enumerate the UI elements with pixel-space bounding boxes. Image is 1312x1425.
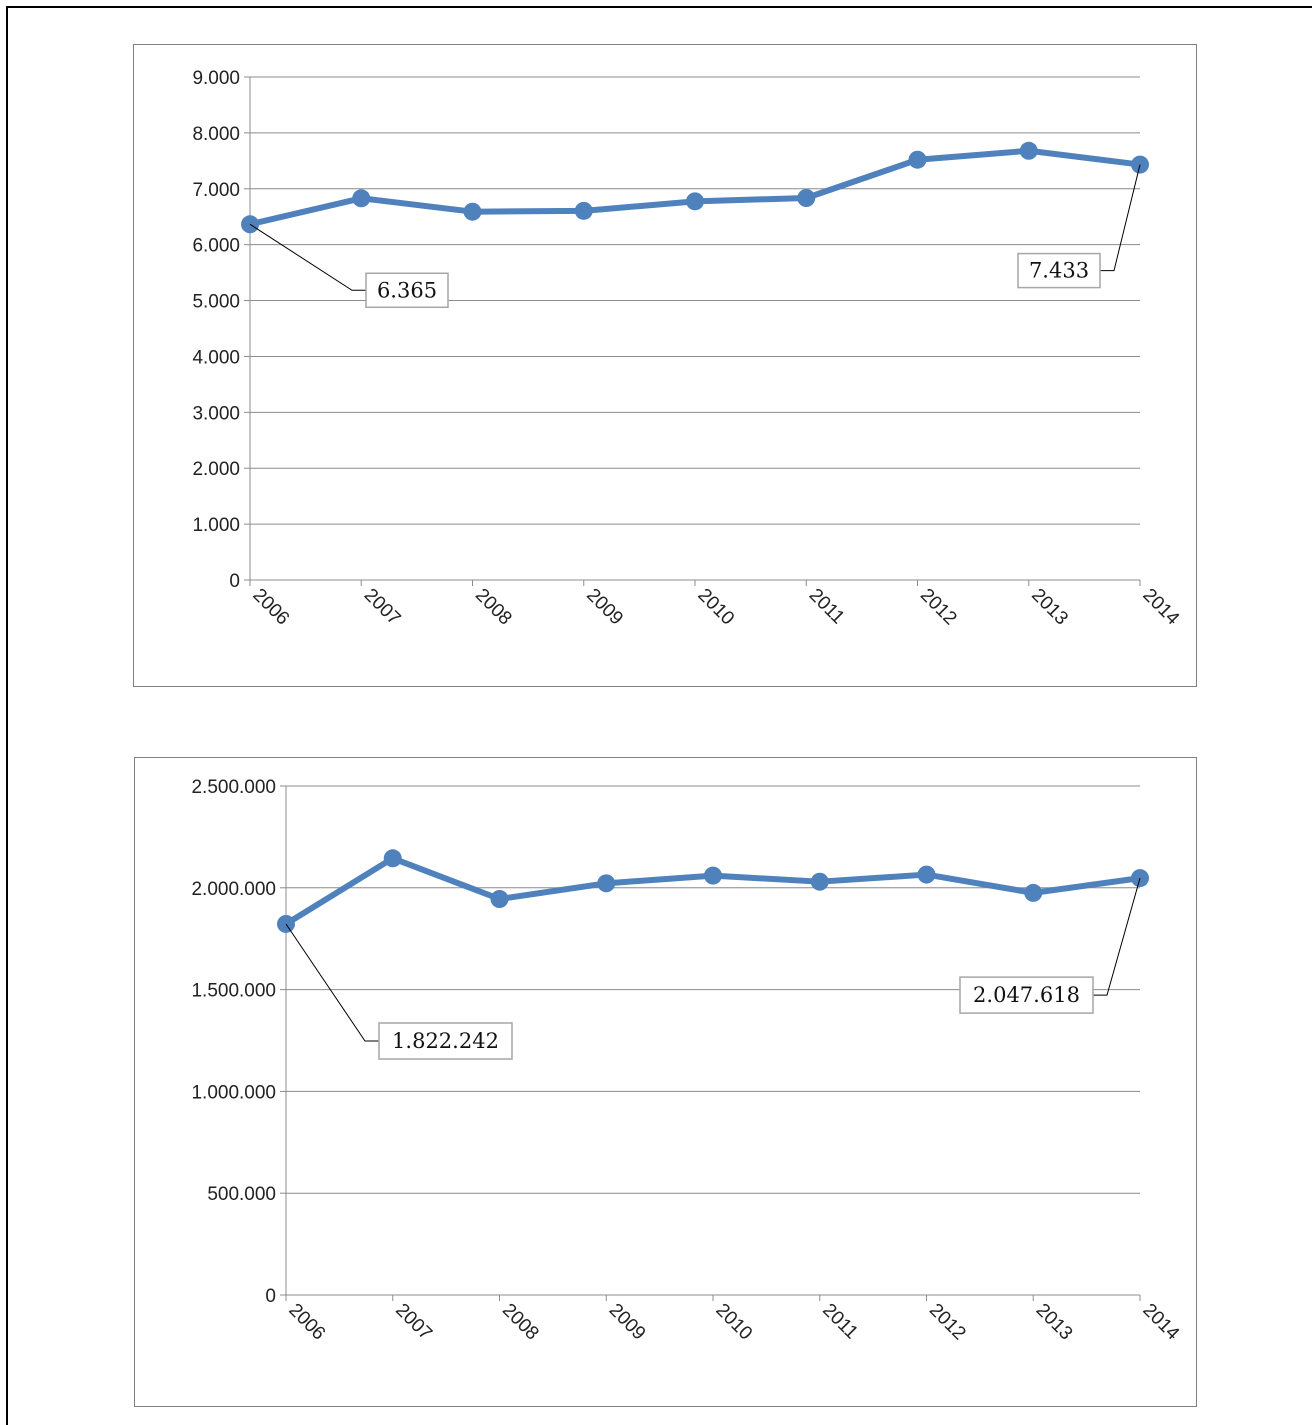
chart-1-y-tick-label: 2.000 bbox=[192, 459, 240, 480]
chart-2-callout-leader bbox=[285, 923, 379, 1042]
chart-1-callout-label: 7.433 bbox=[1029, 259, 1089, 283]
chart-2-data-point bbox=[1024, 883, 1043, 902]
chart-1-data-point bbox=[908, 150, 927, 169]
chart-2-data-point bbox=[383, 849, 402, 868]
chart-2-x-tick-label: 2010 bbox=[711, 1300, 756, 1345]
chart-2-x-tick-label: 2011 bbox=[818, 1300, 862, 1344]
chart-1-data-point bbox=[1019, 141, 1038, 160]
chart-1-y-tick-label: 8.000 bbox=[192, 124, 240, 145]
chart-2-data-point bbox=[490, 889, 509, 908]
chart-2-x-tick-label: 2014 bbox=[1138, 1300, 1183, 1345]
chart-1-callout-box bbox=[365, 272, 449, 309]
chart-1-x-tick-label: 2008 bbox=[471, 585, 516, 630]
chart-2-data-point bbox=[277, 914, 295, 933]
chart-1-series-line bbox=[247, 147, 1143, 228]
chart-2-data-point bbox=[810, 872, 829, 891]
chart-2-data-point bbox=[597, 874, 616, 893]
chart-2-callout-leader bbox=[1093, 877, 1141, 996]
chart-1-x-tick-label: 2012 bbox=[916, 585, 961, 630]
chart-1-callout-leader bbox=[1100, 164, 1141, 272]
chart-2-y-tick-label: 1.000.000 bbox=[191, 1082, 276, 1103]
chart-1-data-point bbox=[1131, 155, 1149, 174]
chart-1-y-tick-label: 6.000 bbox=[192, 236, 240, 257]
chart-2-callout-box bbox=[959, 976, 1094, 1014]
chart-1-data-point bbox=[574, 201, 593, 220]
chart-1-x-tick-label: 2014 bbox=[1138, 585, 1183, 630]
chart-1-x-tick-label: 2009 bbox=[582, 585, 627, 630]
chart-1-plot: 0 1.000 2.000 3.000 4.000 5.000 6.000 7.000 8.00… bbox=[192, 68, 1183, 630]
chart-1-y-tick-label: 5.000 bbox=[192, 292, 240, 313]
chart-1-x-tick-label: 2007 bbox=[360, 585, 405, 630]
chart-1-data-point bbox=[686, 192, 704, 211]
chart-1-panel: 0 1.000 2.000 3.000 4.000 5.000 6.000 7.000 8.00… bbox=[133, 44, 1197, 687]
chart-1-callout-leader bbox=[249, 223, 366, 291]
chart-1-callout-box bbox=[1017, 252, 1101, 289]
chart-1-x-tick-label: 2010 bbox=[693, 585, 738, 630]
chart-1-data-point bbox=[352, 189, 371, 208]
page-frame bbox=[6, 6, 1312, 1425]
chart-1-y-tick-label: 7.000 bbox=[192, 180, 240, 201]
chart-2-callout-label: 2.047.618 bbox=[973, 983, 1080, 1007]
chart-2-x-tick-label: 2012 bbox=[925, 1300, 970, 1345]
chart-2-x-tick-label: 2013 bbox=[1032, 1300, 1077, 1345]
chart-1-callout-label: 6.365 bbox=[377, 278, 437, 302]
chart-1-y-tick-label: 0 bbox=[229, 571, 240, 592]
chart-2-y-tick-label: 500.000 bbox=[207, 1184, 276, 1205]
chart-2-data-point bbox=[917, 865, 936, 884]
chart-2-data-point bbox=[704, 866, 722, 885]
chart-2-y-tick-label: 2.500.000 bbox=[191, 777, 276, 798]
chart-1-y-tick-label: 1.000 bbox=[192, 515, 240, 536]
chart-2-x-tick-label: 2008 bbox=[498, 1300, 543, 1345]
chart-1-y-tick-label: 4.000 bbox=[192, 347, 240, 368]
chart-1-data-point bbox=[463, 202, 482, 221]
chart-2-y-tick-label: 2.000.000 bbox=[191, 879, 276, 900]
chart-1-x-tick-label: 2011 bbox=[805, 585, 849, 629]
chart-1-y-tick-label: 9.000 bbox=[192, 68, 240, 89]
chart-1-x-tick-label: 2013 bbox=[1027, 585, 1072, 630]
chart-2-x-tick-label: 2007 bbox=[391, 1300, 436, 1345]
chart-2-plot: 0 500.000 1.000.000 1.500.000 2.000.000 2.500… bbox=[191, 777, 1183, 1345]
chart-2-x-tick-label: 2009 bbox=[605, 1300, 650, 1345]
chart-2-callout-label: 1.822.242 bbox=[392, 1029, 499, 1053]
chart-2-y-tick-label: 0 bbox=[265, 1286, 276, 1307]
chart-1-data-point bbox=[797, 188, 816, 207]
chart-2-callout-box bbox=[378, 1022, 513, 1060]
chart-2-x-tick-label: 2006 bbox=[284, 1300, 329, 1345]
chart-1-y-tick-label: 3.000 bbox=[192, 403, 240, 424]
chart-1-x-tick-label: 2006 bbox=[248, 585, 293, 630]
chart-2-panel: 0 500.000 1.000.000 1.500.000 2.000.000 2.500… bbox=[134, 757, 1197, 1407]
chart-2-y-tick-label: 1.500.000 bbox=[191, 981, 276, 1002]
